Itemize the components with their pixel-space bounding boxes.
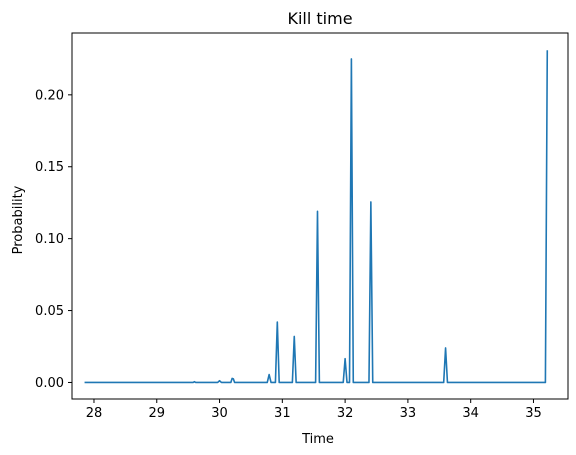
y-tick-label: 0.05 <box>35 304 64 319</box>
x-tick-label: 33 <box>400 406 417 421</box>
x-tick-label: 35 <box>525 406 542 421</box>
x-tick-label: 28 <box>86 406 103 421</box>
x-tick-label: 31 <box>274 406 291 421</box>
x-tick-label: 29 <box>148 406 165 421</box>
y-axis-label: Probability <box>11 185 26 254</box>
x-axis-label: Time <box>301 432 334 447</box>
y-tick-label: 0.10 <box>35 232 64 247</box>
x-tick-label: 32 <box>337 406 354 421</box>
y-tick-label: 0.15 <box>35 160 64 175</box>
y-axis-ticks: 0.00 0.05 0.10 0.15 0.20 <box>35 88 72 391</box>
chart-title: Kill time <box>287 9 352 28</box>
axes-frame <box>71 32 569 400</box>
x-tick-label: 34 <box>462 406 479 421</box>
y-tick-label: 0.20 <box>35 88 64 103</box>
y-tick-label: 0.00 <box>35 376 64 391</box>
plot-area <box>84 50 549 384</box>
x-tick-label: 30 <box>211 406 228 421</box>
x-axis-ticks: 28 29 30 31 32 33 34 35 <box>86 399 542 421</box>
series-line-0 <box>84 50 549 384</box>
